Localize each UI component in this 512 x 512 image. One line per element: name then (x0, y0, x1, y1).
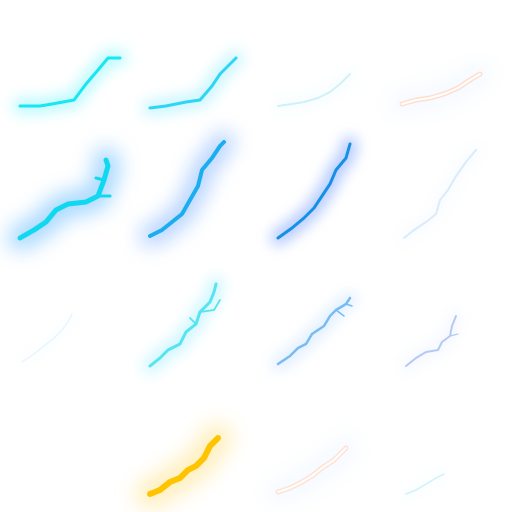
lightning-core (276, 142, 352, 240)
lightning-inner (401, 73, 481, 105)
lightning-sprite-r0c2 (273, 69, 355, 111)
lightning-core (148, 282, 218, 368)
lightning-sprite-r1c0 (7, 147, 121, 251)
lightning-core (18, 56, 122, 108)
lightning-glow (265, 435, 359, 505)
lightning-core (17, 157, 111, 241)
lightning-glow (142, 276, 224, 374)
lightning-sprite-r1c1 (140, 132, 234, 246)
lightning-sprite-r2c1 (142, 276, 224, 374)
lightning-sprite-r0c0 (12, 50, 128, 114)
lightning-core (276, 296, 352, 366)
lightning-core (148, 140, 226, 238)
lightning-branch (94, 176, 106, 182)
lightning-sprite-r2c3 (401, 311, 461, 371)
lightning-sprite-r2c2 (271, 291, 357, 371)
lightning-sprite-r3c1 (135, 423, 233, 509)
lightning-sprite-r1c2 (270, 136, 358, 246)
lightning-sprite-r0c3 (389, 61, 493, 117)
lightning-glow (18, 310, 76, 366)
lightning-core (148, 56, 238, 110)
lightning-core (405, 315, 457, 367)
lightning-glow (401, 311, 461, 371)
lightning-branch (189, 317, 197, 325)
lightning-sprite-r2c0 (18, 310, 76, 366)
lightning-sprite-r3c3 (402, 470, 448, 498)
lightning-branch (199, 299, 221, 313)
lightning-branch (345, 303, 353, 307)
sprite-layer (7, 50, 493, 509)
lightning-branch (449, 333, 459, 337)
lightning-core (21, 313, 73, 363)
lightning-core (405, 473, 445, 495)
lightning-sprite-r3c2 (265, 435, 359, 505)
lightning-core (277, 73, 351, 107)
lightning-glow (273, 69, 355, 111)
lightning-sprite-r0c1 (142, 50, 244, 116)
lightning-branch (335, 309, 345, 317)
lightning-sprite-r1c3 (399, 145, 481, 243)
lightning-inner (277, 447, 347, 493)
lightning-glow (12, 50, 128, 114)
lightning-core (403, 149, 477, 239)
lightning-core (147, 435, 221, 497)
lightning-glow (270, 136, 358, 246)
